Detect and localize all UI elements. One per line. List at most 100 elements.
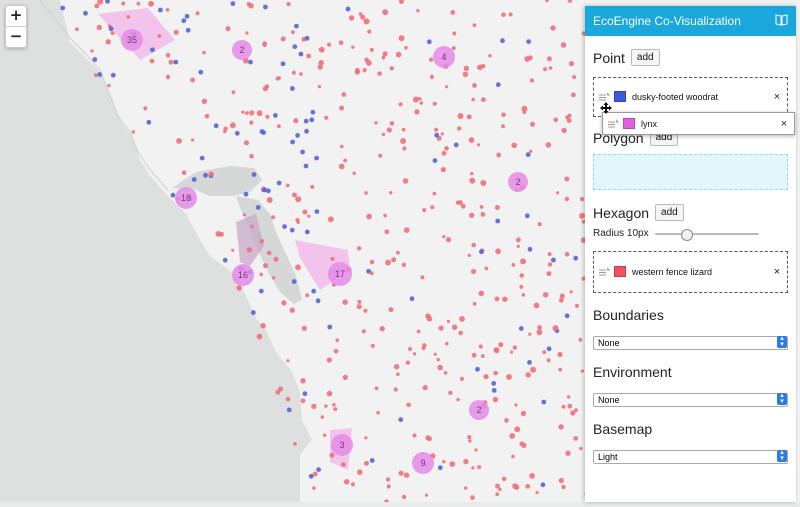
lizard-point [215,231,222,237]
cluster-count: 2 [476,405,481,415]
lizard-point [262,86,268,92]
san-pablo-bay [172,166,262,196]
cluster-marker[interactable]: 2 [232,40,252,60]
woodrat-point [203,172,208,178]
cluster-marker[interactable]: 16 [232,264,254,286]
slider-thumb[interactable] [680,228,693,241]
lizard-point [459,376,465,381]
lizard-point [483,374,489,380]
lizard-point [467,253,471,258]
lizard-point [446,319,450,323]
layer-item-lynx-dragging[interactable]: lynx × [602,112,795,135]
woodrat-point [304,128,309,134]
basemap-select[interactable]: Light ▴ ▾ [593,449,788,464]
lizard-point [581,276,586,281]
cluster-marker[interactable]: 9 [412,452,434,474]
woodrat-point [314,155,319,161]
lizard-point [306,53,312,59]
woodrat-point [546,346,552,352]
remove-layer-button[interactable]: × [773,90,781,103]
lizard-point [521,293,526,297]
lizard-point [579,212,586,219]
woodrat-point [276,180,282,186]
environment-select[interactable]: None ▴ ▾ [593,392,788,407]
lizard-point [564,251,570,257]
lizard-point [330,256,335,261]
lizard-point [493,347,499,353]
lizard-point [529,149,533,154]
cluster-marker[interactable]: 2 [469,400,489,420]
lizard-point [516,244,520,248]
woodrat-point [491,381,497,386]
lizard-point [326,357,332,363]
lizard-point [493,370,499,376]
lizard-point [338,163,345,170]
lizard-point [408,347,412,351]
lizard-point [564,196,570,202]
remove-layer-button[interactable]: × [773,265,781,278]
lizard-point [467,435,472,440]
hexagon-add-button[interactable]: add [655,204,684,221]
remove-layer-button[interactable]: × [780,117,788,130]
point-layer-dropzone[interactable]: dusky-footed woodrat × lynx × [593,77,795,135]
lizard-point [511,142,517,149]
lizard-point [536,329,543,336]
lizard-point [126,15,131,19]
lizard-point [357,469,363,476]
lizard-point [246,247,253,253]
zoom-in-button[interactable]: + [9,6,23,24]
drag-handle-icon[interactable] [598,92,610,102]
woodrat-point [300,149,305,155]
book-icon[interactable] [775,14,788,26]
drag-handle-icon[interactable] [598,267,610,277]
lizard-point [265,114,270,119]
lizard-point [529,473,535,479]
lizard-point [492,396,499,403]
lizard-point [470,171,474,176]
zoom-out-button[interactable]: − [6,26,26,47]
layer-item-western-fence-lizard[interactable]: western fence lizard × [594,261,787,282]
radius-slider[interactable] [654,228,759,241]
cluster-count: 9 [420,458,425,468]
lizard-point [444,146,449,151]
cluster-marker[interactable]: 2 [508,172,528,192]
cluster-marker[interactable]: 18 [175,187,197,209]
cluster-marker[interactable]: 3 [331,434,353,456]
lizard-point [382,51,388,57]
lizard-point [364,460,369,466]
lizard-point [558,367,563,372]
woodrat-point [105,0,110,4]
lizard-point [472,23,477,28]
lizard-point [277,76,281,80]
polygon-area-3 [236,214,264,266]
cluster-marker[interactable]: 35 [121,29,143,51]
hexagon-layer-dropzone[interactable]: western fence lizard × [593,251,788,293]
woodrat-point [434,132,440,138]
woodrat-point [303,118,309,124]
boundaries-select[interactable]: None ▴ ▾ [593,335,788,350]
point-add-button[interactable]: add [630,49,660,66]
lizard-point [559,293,565,299]
cluster-count: 2 [515,177,520,187]
woodrat-point [289,227,295,233]
lizard-point [542,350,547,355]
polygon-layer-dropzone[interactable] [593,154,788,190]
woodrat-point [92,57,98,62]
woodrat-point [291,279,297,284]
radius-label: Radius 10px [593,228,649,239]
cluster-marker[interactable]: 4 [433,46,455,68]
lizard-point [266,197,273,203]
cluster-marker[interactable]: 17 [328,262,352,286]
lizard-point [369,259,375,265]
woodrat-point [273,113,278,118]
layer-item-dusky-footed-woodrat[interactable]: dusky-footed woodrat × [594,86,787,107]
cluster-markers[interactable]: 35 2 4 18 2 16 17 2 3 9 [121,29,528,474]
drag-handle-icon[interactable] [607,119,619,129]
lizard-point [412,96,419,103]
lizard-point [568,0,572,3]
lizard-point [581,219,586,224]
lizard-point [363,308,368,313]
lizard-point [479,205,484,209]
lizard-point [445,237,452,243]
lizard-point [558,297,564,303]
